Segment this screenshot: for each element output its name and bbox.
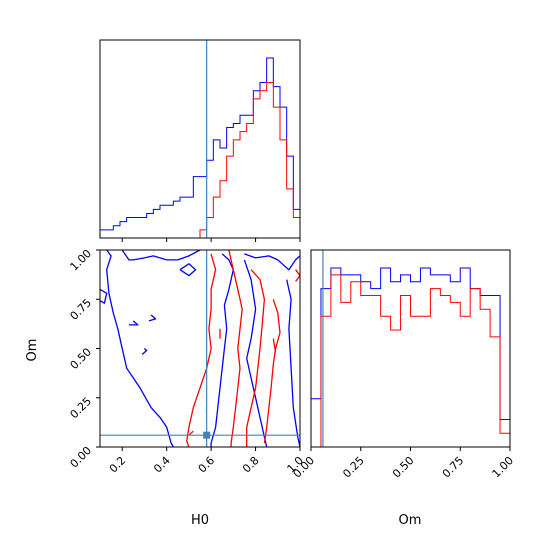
- contour-xtick-label-2: 0.4: [151, 454, 173, 476]
- contour-xtick-label-3: 0.6: [196, 454, 218, 476]
- contour-ytick-label-2: 0.25: [68, 395, 95, 422]
- om-histogram-panel: 0.00 0.25 0.50 0.75 1.00: [291, 249, 517, 481]
- contour-series-1-line-11: [286, 279, 300, 447]
- x-axis-label-h0: H0: [191, 513, 209, 528]
- contour-series-1-line-8: [128, 320, 139, 326]
- om-xtick-label-4: 0.75: [440, 454, 467, 481]
- contour-series-2-line-4: [263, 299, 281, 444]
- contour-ytick-label-1: 0.00: [68, 444, 95, 471]
- contour-series-2-line-3: [246, 269, 266, 447]
- contour-series-1-line-5: [244, 253, 300, 271]
- contour-series-2-line-8: [188, 430, 194, 436]
- contour-xtick-label-1: 0.2: [107, 454, 129, 476]
- contour-series-1-line-2: [121, 250, 201, 261]
- om-xtick-label-3: 0.50: [390, 454, 417, 481]
- h0-hist-series-1: [99, 57, 301, 238]
- contour-series-1-line-6: [243, 259, 268, 447]
- om-hist-frame: [310, 249, 511, 448]
- contour-series-2-line-1: [186, 253, 217, 447]
- contour-ytick-label-4: 0.75: [68, 296, 95, 323]
- contour-frame: [99, 249, 301, 448]
- contour-lines: [100, 250, 300, 447]
- y-axis-label-om: Om: [25, 339, 40, 362]
- contour-series-1-line-3: [179, 263, 197, 277]
- contour-series-1-line-7: [100, 288, 108, 304]
- h0-hist-frame: [99, 39, 301, 239]
- h0-hist-series-2: [100, 82, 301, 239]
- contour-series-1-line-9: [148, 314, 157, 322]
- h0-histogram-panel: [99, 39, 301, 242]
- contour-series-2-line-5: [295, 269, 300, 282]
- contour-series-2-line-2: [228, 250, 243, 447]
- contour-ytick-label-5: 1.00: [68, 247, 95, 274]
- contour-series-1-line-10: [141, 348, 148, 355]
- contour-xtick-label-4: 0.8: [240, 454, 262, 476]
- contour-series-1-line-4: [210, 253, 234, 447]
- contour-ytick-label-3: 0.50: [68, 345, 95, 372]
- x-axis-label-om: Om: [399, 513, 422, 528]
- om-hist-series-2: [311, 274, 511, 448]
- h0-om-contour-panel: 0.2 0.4 0.6 0.8 1.00.000.250.500.751.00: [68, 247, 307, 476]
- om-xtick-label-2: 0.25: [340, 454, 367, 481]
- contour-series-1-line-1: [106, 250, 174, 447]
- contour-series-2-line-7: [272, 338, 277, 353]
- contour-truth-marker: [203, 431, 211, 439]
- om-xtick-label-5: 1.00: [490, 454, 517, 481]
